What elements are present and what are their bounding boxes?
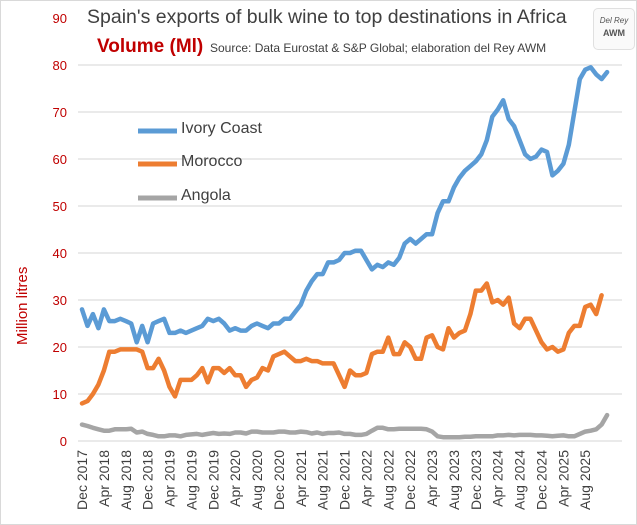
series-line-ivory-coast: [79, 65, 610, 345]
x-tick-label: Aug 2021: [315, 450, 331, 510]
x-tick-label: Apr 2019: [162, 450, 178, 507]
x-tick-label: Dec 2023: [468, 450, 484, 510]
x-tick-label: Aug 2019: [183, 450, 199, 510]
chart-source: Source: Data Eurostat & S&P Global; elab…: [210, 41, 547, 55]
x-tick-label: Dec 2024: [533, 450, 549, 510]
x-tick-label: Aug 2024: [512, 450, 528, 510]
x-tick-label: Dec 2021: [337, 450, 353, 510]
x-tick-label: Dec 2017: [74, 450, 90, 510]
x-tick-label: Dec 2019: [205, 450, 221, 510]
logo-line2: AWM: [603, 28, 625, 38]
y-axis-label: Million litres: [14, 266, 31, 345]
logo-badge: Del Rey AWM: [593, 8, 635, 50]
x-tick-label: Apr 2023: [424, 450, 440, 507]
chart-title: Spain's exports of bulk wine to top dest…: [87, 6, 567, 28]
y-tick-label: 80: [53, 58, 67, 73]
legend-angola: Angola: [181, 187, 231, 204]
x-tick-label: Apr 2021: [293, 450, 309, 507]
x-tick-label: Apr 2018: [96, 450, 112, 507]
y-tick-label: 10: [53, 387, 67, 402]
legend-morocco: Morocco: [181, 153, 243, 170]
logo-line1: Del Rey: [599, 16, 629, 25]
series-line-morocco: [79, 281, 604, 406]
x-tick-label: Dec 2018: [140, 450, 156, 510]
x-tick-label: Apr 2024: [490, 450, 506, 507]
x-tick-label: Apr 2020: [227, 450, 243, 507]
x-tick-label: Aug 2018: [118, 450, 134, 510]
y-tick-label: 60: [53, 152, 67, 167]
x-tick-label: Aug 2023: [446, 450, 462, 510]
y-tick-label: 20: [53, 340, 67, 355]
y-tick-label: 90: [53, 11, 67, 26]
x-tick-label: Aug 2020: [249, 450, 265, 510]
y-tick-label: 40: [53, 246, 67, 261]
series-line-angola: [79, 412, 610, 440]
y-tick-label: 0: [60, 434, 67, 449]
x-tick-label: Dec 2020: [271, 450, 287, 510]
x-tick-label: Aug 2022: [380, 450, 396, 510]
y-tick-label: 50: [53, 199, 67, 214]
x-tick-label: Dec 2022: [402, 450, 418, 510]
chart-subtitle-volume: Volume (Ml): [97, 36, 204, 57]
legend-ivory-coast: Ivory Coast: [181, 120, 262, 137]
y-tick-label: 30: [53, 293, 67, 308]
x-tick-label: Apr 2025: [555, 450, 571, 507]
x-tick-label: Apr 2022: [358, 450, 374, 507]
x-tick-label: Aug 2025: [577, 450, 593, 510]
y-tick-label: 70: [53, 105, 67, 120]
